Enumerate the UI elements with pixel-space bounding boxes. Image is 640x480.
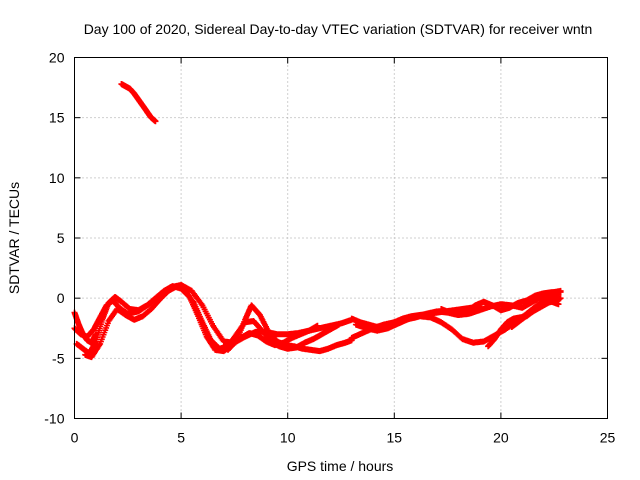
x-tick-label: 0 [71,430,79,446]
data-point-marks [118,81,159,125]
y-tick-label: -5 [52,350,65,366]
x-tick-label: 25 [600,430,616,446]
data-point-marks [225,302,355,355]
data-point-marks [82,283,342,361]
x-tick-label: 5 [177,430,185,446]
plot-frame [74,57,608,419]
series-arc-6 [118,81,159,125]
data-point-marks [508,295,564,330]
y-tick-label: 5 [57,230,65,246]
series-arc-12 [438,289,564,318]
y-tick-label: 20 [49,50,65,66]
x-tick-label: 20 [493,430,509,446]
series-arc-3 [82,283,342,361]
grid-lines [74,57,608,419]
y-tick-label: 15 [49,110,65,126]
y-tick-label: 0 [57,290,65,306]
y-tick-label: 10 [49,170,65,186]
axis-ticks: 0 5 10 15 20 25 -10 -5 0 5 10 15 20 [44,50,615,446]
y-tick-label: -10 [44,411,64,427]
chart-title: Day 100 of 2020, Sidereal Day-to-day VTE… [84,21,593,37]
x-axis-label: GPS time / hours [287,458,394,474]
data-series [71,81,564,361]
series-arc-11 [508,295,564,330]
x-tick-label: 15 [387,430,403,446]
y-axis-label: SDTVAR / TECUs [6,182,22,294]
x-tick-label: 10 [280,430,296,446]
data-point-marks [438,289,564,318]
series-arc-4 [225,302,355,355]
